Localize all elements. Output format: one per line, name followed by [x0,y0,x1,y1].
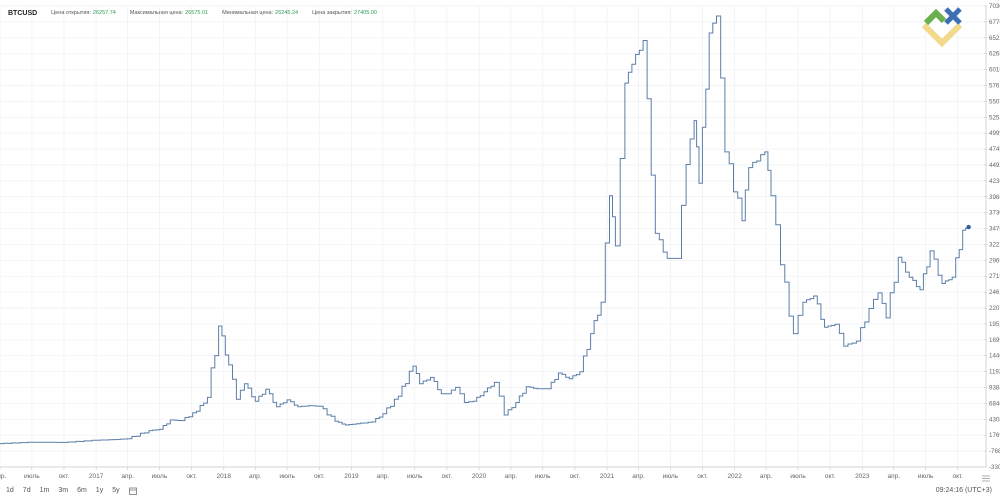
y-tick-label: 70304.00 [989,3,1000,10]
low-label: Минимальная цена: [222,10,274,16]
open-price: Цена открытия: 26257.74 [51,10,116,16]
range-7d-button[interactable]: 7d [22,487,31,494]
x-tick-label: окт. [952,473,963,480]
ohlc-legend: BTCUSD Цена открытия: 26257.74 Максимальн… [8,7,377,19]
chart-grid [0,5,984,468]
y-tick-label: 1769.90 [989,432,1000,439]
range-selector: 1d 7d 1m 3m 6m 1y 5y [6,487,137,495]
x-tick-label: июль [279,473,295,480]
x-tick-label: апр. [0,473,6,480]
y-tick-label: 29691.20 [989,257,1000,264]
y-tick-label: 52535.90 [989,114,1000,121]
y-tick-label: 42382.70 [989,178,1000,185]
y-tick-label: 16999.70 [989,337,1000,344]
x-tick-label: апр. [888,473,901,480]
x-tick-label: окт. [186,473,197,480]
open-value: 26257.74 [92,10,116,16]
y-tick-label: 60150.80 [989,67,1000,74]
x-tick-label: июль [535,473,551,480]
y-tick-label: 49997.60 [989,130,1000,137]
x-tick-label: окт. [442,473,453,480]
x-tick-label: 2019 [344,473,359,480]
y-tick-label: 34767.80 [989,226,1000,233]
y-tick-label: 27152.90 [989,273,1000,280]
y-tick-label: 65227.40 [989,35,1000,42]
range-6m-button[interactable]: 6m [77,487,87,494]
close-price: Цена закрытия: 27405.00 [312,10,377,16]
y-tick-label: 62689.10 [989,51,1000,58]
x-tick-label: окт. [59,473,70,480]
clock-readout: 09:24:16 (UTC+3) [935,487,992,494]
symbol-label: BTCUSD [8,9,38,17]
y-tick-label: -768.40 [989,448,1000,455]
low-price: Минимальная цена: 26245.24 [222,10,298,16]
x-tick-label: 2020 [472,473,487,480]
x-tick-label: июль [407,473,423,480]
high-label: Максимальная цена: [129,10,184,16]
brand-logo-icon [921,7,963,47]
x-tick-label: июль [24,473,40,480]
x-tick-label: июль [152,473,168,480]
x-tick-label: апр. [121,473,134,480]
x-tick-label: 2018 [217,473,232,480]
low-value: 26245.24 [275,10,299,16]
x-tick-label: июль [790,473,806,480]
bottom-toolbar: 1d 7d 1m 3m 6m 1y 5y 09:24:16 (UTC+3) [0,485,1000,499]
x-tick-label: окт. [570,473,581,480]
range-1d-button[interactable]: 1d [6,487,14,494]
y-tick-label: -3306.70 [989,464,1000,471]
y-tick-label: 6846.50 [989,400,1000,407]
y-tick-label: 24614.60 [989,289,1000,296]
y-tick-label: 19538.00 [989,321,1000,328]
y-tick-label: 4308.20 [989,416,1000,423]
x-tick-label: окт. [825,473,836,480]
y-tick-label: 55074.20 [989,98,1000,105]
y-tick-label: 9384.80 [989,385,1000,392]
y-tick-label: 44921.00 [989,162,1000,169]
y-tick-label: 37306.10 [989,210,1000,217]
x-tick-label: 2021 [600,473,615,480]
calendar-icon[interactable] [128,487,137,495]
open-label: Цена открытия: [51,10,91,16]
x-tick-label: окт. [314,473,325,480]
x-tick-label: апр. [505,473,518,480]
range-1y-button[interactable]: 1y [95,487,104,494]
x-tick-label: 2022 [727,473,742,480]
x-tick-label: июль [663,473,679,480]
y-tick-label: 47459.30 [989,146,1000,153]
x-tick-label: 2023 [855,473,870,480]
y-tick-label: 57612.50 [989,82,1000,89]
x-tick-label: апр. [760,473,773,480]
btc-price-line [0,15,970,445]
high-value: 26575.01 [185,10,209,16]
x-tick-label: апр. [377,473,390,480]
last-price-point[interactable] [966,224,971,230]
x-tick-label: 2017 [89,473,104,480]
x-tick-label: июль [918,473,934,480]
range-5y-button[interactable]: 5y [112,487,120,494]
range-3m-button[interactable]: 3m [58,487,69,494]
x-tick-label: апр. [632,473,645,480]
x-tick-label: окт. [697,473,708,480]
y-tick-label: 22076.30 [989,305,1000,312]
y-tick-label: 39844.40 [989,194,1000,201]
y-tick-label: 11923.10 [989,369,1000,376]
settings-icon[interactable] [981,473,991,483]
range-1m-button[interactable]: 1m [39,487,50,494]
y-tick-label: 14461.40 [989,353,1000,360]
x-axis: апр. июль окт. 2017 апр. июль окт. 2018 апр. июль… [0,466,984,480]
close-value: 27405.00 [353,10,377,16]
high-price: Максимальная цена: 26575.01 [130,10,208,16]
x-tick-label: апр. [249,473,262,480]
close-label: Цена закрытия: [312,10,352,16]
price-series [0,15,971,445]
